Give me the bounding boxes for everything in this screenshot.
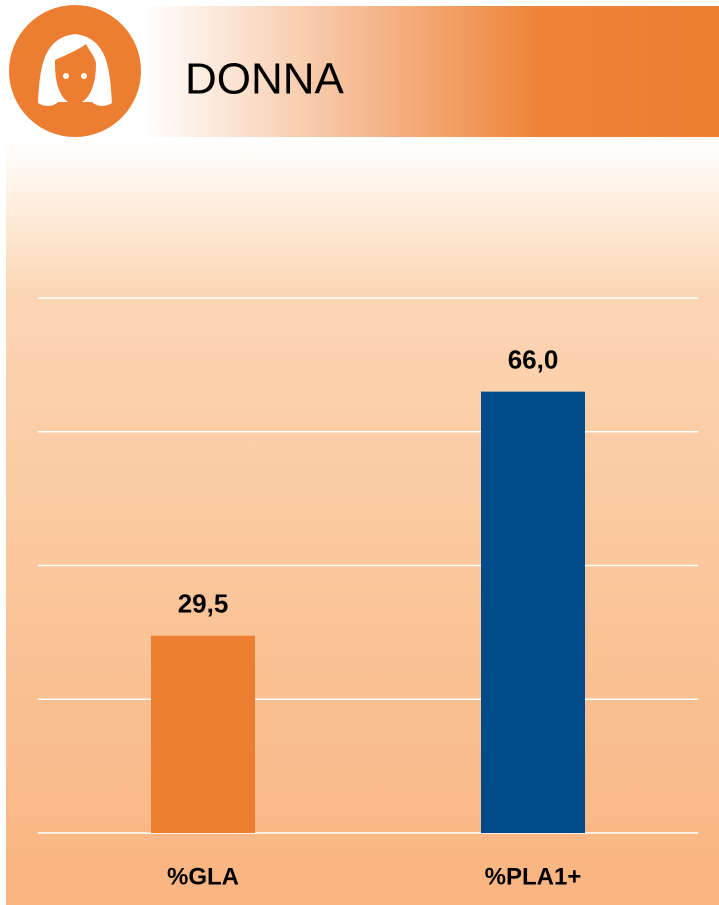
chart-title: DONNA: [185, 55, 345, 104]
woman-icon: [9, 5, 141, 137]
x-tick-label: %PLA1+: [485, 863, 582, 890]
x-tick-label: %GLA: [167, 863, 239, 890]
chart-background: [6, 140, 719, 905]
value-label: 29,5: [178, 589, 229, 619]
bar: [481, 391, 585, 833]
bar: [151, 635, 255, 833]
value-label: 66,0: [508, 345, 559, 375]
